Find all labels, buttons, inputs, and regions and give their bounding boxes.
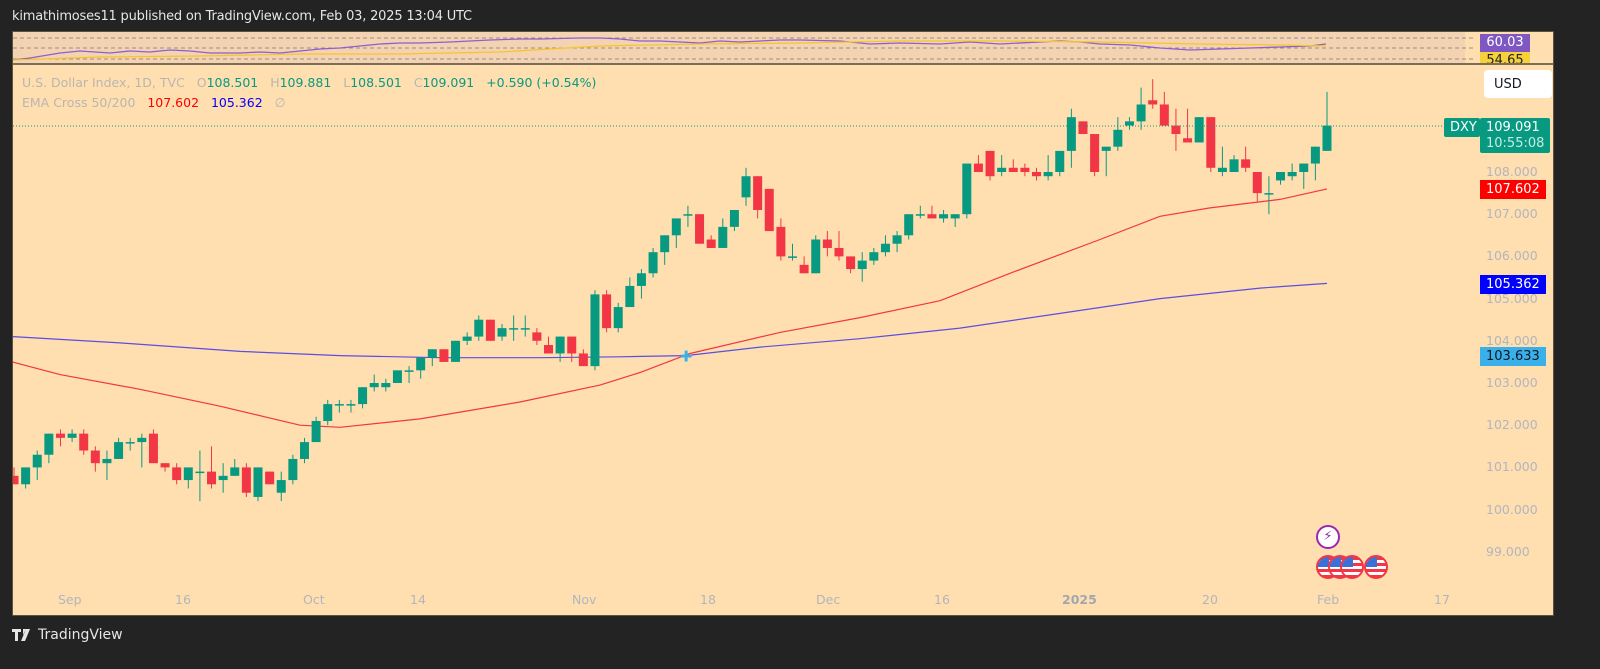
bar-countdown: 10:55:08 [1486, 136, 1545, 151]
tradingview-logo-icon [12, 629, 30, 641]
time-tick: 17 [1434, 592, 1450, 607]
price-tick: 108.000 [1486, 164, 1538, 179]
ema50-tag: 107.602 [1480, 180, 1546, 199]
cross-tag: 103.633 [1480, 347, 1546, 366]
close-value: 109.091 [422, 75, 475, 90]
us-flag-event-icon[interactable] [1340, 555, 1364, 579]
price-tick: 102.000 [1486, 417, 1538, 433]
flag-canton [1366, 557, 1377, 567]
flag-canton [1318, 557, 1329, 567]
empty-icon: ∅ [274, 95, 286, 110]
time-tick: Oct [303, 592, 325, 607]
price-tick: 101.000 [1486, 459, 1538, 475]
svg-text:✚: ✚ [680, 347, 693, 365]
time-tick: 16 [175, 592, 191, 607]
time-tick: Feb [1317, 592, 1340, 607]
last-price: 109.091 [1486, 120, 1540, 135]
footer-brand[interactable]: TradingView [12, 627, 123, 643]
price-tick: 100.000 [1486, 501, 1538, 517]
pane-separator[interactable] [13, 63, 1553, 65]
time-tick: Dec [816, 592, 841, 607]
open-value: 108.501 [206, 75, 259, 90]
last-price-tag: 109.091 10:55:08 [1480, 118, 1550, 153]
currency-button[interactable]: USD [1484, 70, 1552, 98]
chart-frame [12, 31, 1554, 616]
ema50-value: 107.602 [147, 95, 200, 110]
time-tick: Sep [58, 592, 82, 607]
time-tick: 20 [1202, 592, 1218, 607]
price-tick: 107.000 [1486, 206, 1538, 222]
earnings-event-icon[interactable]: ⚡ [1316, 525, 1340, 549]
time-tick: 16 [934, 592, 950, 607]
flag-canton [1342, 557, 1353, 567]
us-flag-event-icon[interactable] [1364, 555, 1388, 579]
ema200-value: 105.362 [210, 95, 263, 110]
time-tick: 2025 [1062, 592, 1097, 607]
rsi-ma-tag: 54.65 [1480, 52, 1530, 63]
low-value: 108.501 [350, 75, 402, 90]
price-tick: 99.000 [1486, 543, 1530, 559]
time-tick: 14 [410, 592, 426, 607]
price-tick: 106.000 [1486, 248, 1538, 264]
ema200-tag: 105.362 [1480, 275, 1546, 294]
ohlc-legend: U.S. Dollar Index, 1D, TVC O108.501 H109… [22, 75, 597, 90]
rsi-tag: 60.03 [1480, 34, 1530, 52]
symbol-title: U.S. Dollar Index, 1D, TVC [22, 75, 185, 90]
symbol-tag: DXY [1444, 118, 1480, 137]
flag-canton [1330, 557, 1341, 567]
price-tick: 103.000 [1486, 375, 1538, 390]
price-tick: 105.000 [1486, 290, 1538, 306]
change-value: +0.590 (+0.54%) [486, 75, 597, 90]
time-tick: Nov [572, 592, 597, 607]
price-tick: 104.000 [1486, 332, 1538, 348]
indicator-legend[interactable]: EMA Cross 50/200 107.602 105.362 ∅ [22, 95, 285, 110]
publish-header: kimathimoses11 published on TradingView.… [12, 9, 472, 24]
high-value: 109.881 [279, 75, 332, 90]
indicator-title: EMA Cross 50/200 [22, 95, 136, 110]
time-tick: 18 [700, 592, 716, 607]
